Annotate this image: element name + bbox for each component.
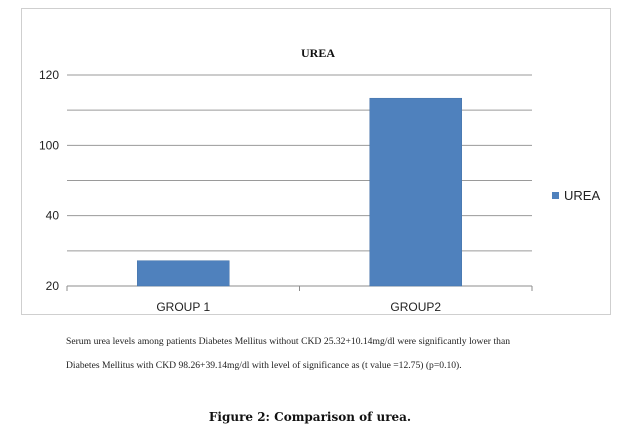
legend-swatch [552, 192, 559, 199]
legend-label-urea: UREA [564, 188, 600, 203]
y-tick-label: 100 [39, 138, 59, 152]
bar-group2 [369, 97, 462, 287]
urea-bar-chart: 20 40 100 120 GROUP 1 GROUP2 UREA UREA [39, 46, 600, 314]
bar-group-1 [137, 260, 230, 287]
y-tick-label: 120 [39, 68, 59, 82]
axes: 20 40 100 120 GROUP 1 GROUP2 [39, 68, 533, 314]
caption-text: Serum urea levels among patients Diabete… [66, 336, 510, 371]
figure-caption: Figure 2: Comparison of urea. [208, 410, 412, 424]
x-tick-label: GROUP 1 [156, 300, 210, 314]
y-tick-label: 20 [46, 279, 60, 293]
y-tick-label: 40 [46, 209, 60, 223]
legend: UREA [552, 188, 600, 203]
bars [137, 97, 462, 287]
gridlines [67, 74, 532, 287]
x-tick-label: GROUP2 [390, 300, 441, 314]
chart-frame: 20 40 100 120 GROUP 1 GROUP2 UREA UREA [21, 8, 611, 315]
chart-title: UREA [301, 46, 335, 60]
